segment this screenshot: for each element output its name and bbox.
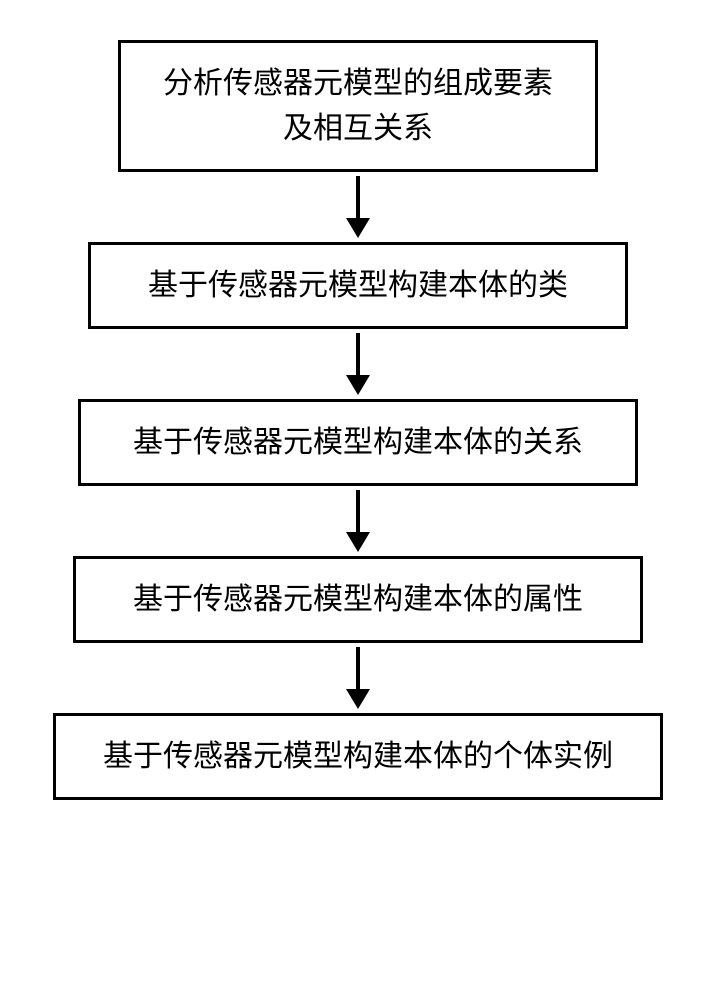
flowchart-step-4: 基于传感器元模型构建本体的属性: [73, 556, 643, 643]
arrow-head: [346, 532, 370, 552]
arrow-4: [346, 643, 370, 713]
flowchart-step-2: 基于传感器元模型构建本体的类: [88, 242, 628, 329]
arrow-line: [356, 333, 360, 375]
arrow-line: [356, 647, 360, 689]
arrow-head: [346, 218, 370, 238]
flowchart-step-1: 分析传感器元模型的组成要素 及相互关系: [118, 40, 598, 172]
arrow-2: [346, 329, 370, 399]
arrow-line: [356, 490, 360, 532]
step-4-text: 基于传感器元模型构建本体的属性: [133, 577, 583, 622]
step-3-text: 基于传感器元模型构建本体的关系: [133, 420, 583, 465]
arrow-head: [346, 375, 370, 395]
step-2-text: 基于传感器元模型构建本体的类: [148, 263, 568, 308]
flowchart-step-5: 基于传感器元模型构建本体的个体实例: [53, 713, 663, 800]
arrow-line: [356, 176, 360, 218]
flowchart-step-3: 基于传感器元模型构建本体的关系: [78, 399, 638, 486]
step-1-text: 分析传感器元模型的组成要素 及相互关系: [163, 61, 553, 151]
arrow-1: [346, 172, 370, 242]
step-1-line-2: 及相互关系: [283, 112, 433, 145]
arrow-3: [346, 486, 370, 556]
step-1-line-1: 分析传感器元模型的组成要素: [163, 67, 553, 100]
step-5-text: 基于传感器元模型构建本体的个体实例: [103, 734, 613, 779]
arrow-head: [346, 689, 370, 709]
